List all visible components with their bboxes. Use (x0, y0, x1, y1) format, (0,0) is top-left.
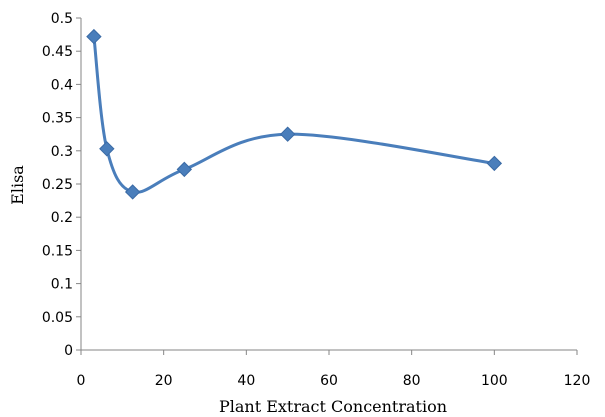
y-tick-label: 0.3 (51, 144, 73, 160)
y-tick-label: 0.15 (42, 243, 73, 259)
y-tick-label: 0.1 (51, 277, 73, 293)
x-axis-ticks: 0 20 40 60 80 100 120 (77, 350, 591, 389)
data-point-marker (486, 155, 503, 172)
y-tick-label: 0.25 (42, 177, 73, 193)
x-tick-label: 40 (237, 373, 255, 389)
x-tick-label: 0 (77, 373, 86, 389)
x-tick-label: 20 (155, 373, 173, 389)
y-tick-label: 0.05 (42, 310, 73, 326)
data-point-marker (86, 28, 102, 45)
x-tick-label: 80 (403, 373, 421, 389)
x-tick-label: 120 (564, 373, 591, 389)
y-axis-title: Elisa (8, 165, 27, 205)
x-axis-title: Plant Extract Concentration (219, 397, 447, 416)
y-axis-ticks: 0 0.05 0.1 0.15 0.2 0.25 0.3 0.35 0.4 0.45 0.5 (42, 11, 81, 359)
data-point-marker (279, 126, 296, 142)
series-line (92, 36, 495, 194)
y-tick-label: 0 (64, 343, 73, 359)
y-tick-label: 0.5 (51, 11, 73, 27)
series-markers (86, 28, 503, 200)
y-tick-label: 0.45 (42, 44, 73, 60)
x-tick-label: 60 (320, 373, 338, 389)
data-point-marker (99, 141, 115, 157)
x-tick-label: 100 (481, 373, 508, 389)
y-tick-label: 0.4 (51, 77, 73, 93)
data-point-marker (124, 184, 141, 200)
y-tick-label: 0.35 (42, 111, 73, 127)
data-point-marker (176, 161, 193, 178)
y-tick-label: 0.2 (51, 210, 73, 226)
